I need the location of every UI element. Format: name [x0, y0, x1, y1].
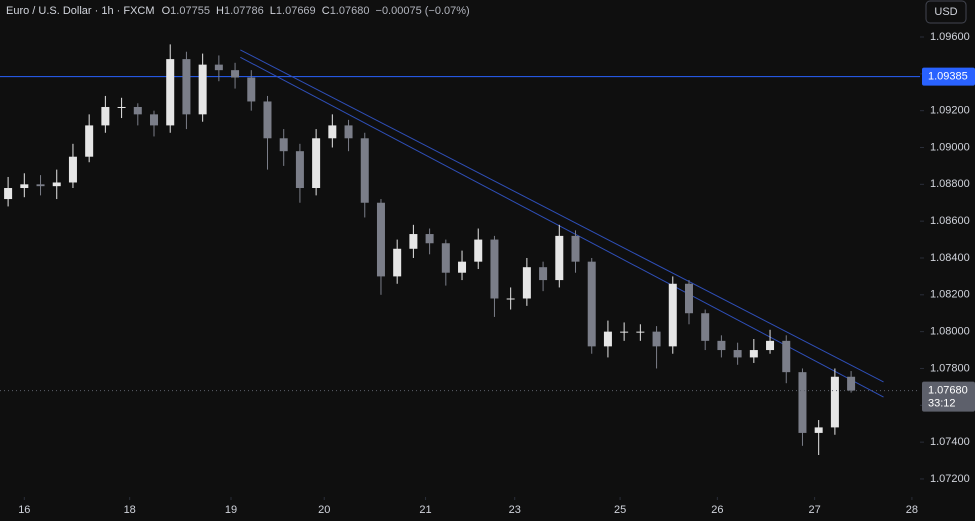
candle-body [247, 77, 256, 102]
trend-line [240, 56, 884, 398]
candle-body [166, 59, 175, 126]
candle-body [749, 350, 758, 358]
candle-body [360, 138, 369, 203]
candle-body [830, 376, 839, 428]
symbol: Euro / U.S. Dollar · 1h · FXCM [6, 5, 155, 17]
last-price-label: 1.07680 [928, 384, 968, 396]
candle-body [798, 372, 807, 433]
y-tick-label: 1.08400 [930, 252, 970, 264]
candle-body [36, 184, 45, 187]
candle-body [782, 340, 791, 373]
candle-body [4, 188, 13, 200]
countdown-label: 33:12 [928, 397, 956, 409]
candle-body [117, 106, 126, 108]
candle-body [522, 267, 531, 299]
candle-body [393, 248, 402, 277]
candle-body [279, 138, 288, 152]
candle-body [68, 156, 77, 183]
x-tick-label: 21 [419, 504, 431, 516]
candle-body [620, 331, 629, 333]
y-tick-label: 1.09200 [930, 105, 970, 117]
candle-body [571, 235, 580, 262]
x-tick-label: 20 [318, 504, 330, 516]
ohlc-letter: L [270, 5, 276, 17]
candle-body [198, 64, 207, 115]
y-tick-label: 1.08600 [930, 215, 970, 227]
candle-body [814, 427, 823, 433]
ohlc-letter: H [216, 5, 224, 17]
y-tick-label: 1.08000 [930, 326, 970, 338]
candle-body [328, 125, 337, 139]
candle-body [295, 151, 304, 189]
last-price-box [922, 381, 975, 412]
x-tick-label: 19 [225, 504, 237, 516]
candle-body [733, 350, 742, 358]
candle-body [425, 234, 434, 244]
y-tick-label: 1.08800 [930, 178, 970, 190]
x-tick-label: 27 [809, 504, 821, 516]
candle-body [539, 267, 548, 281]
ohlc-letter: O [162, 5, 171, 17]
candle-body [85, 125, 94, 157]
candle-body [701, 313, 710, 341]
y-tick-label: 1.08200 [930, 289, 970, 301]
x-tick-label: 16 [18, 504, 30, 516]
ohlc-value: 1.07755 [170, 5, 210, 17]
candle-body [506, 298, 515, 300]
candle-body [555, 235, 564, 281]
x-tick-label: 25 [614, 504, 626, 516]
ohlc-value: 1.07786 [224, 5, 264, 17]
candle-body [20, 184, 29, 189]
candle-body [441, 243, 450, 273]
candle-body [214, 64, 223, 71]
y-tick-label: 1.07800 [930, 362, 970, 374]
candle-body [490, 239, 499, 299]
candle-body [231, 70, 240, 78]
candle-body [52, 182, 61, 187]
candle-body [717, 340, 726, 351]
candle-body [587, 261, 596, 347]
candle-body [344, 125, 353, 139]
candle-body [150, 114, 159, 126]
candle-body [101, 106, 110, 126]
y-tick-label: 1.09000 [930, 141, 970, 153]
candle-body [766, 340, 775, 351]
candle-body [263, 101, 272, 139]
x-tick-label: 28 [906, 504, 918, 516]
candle-body [603, 331, 612, 347]
currency-button[interactable] [925, 0, 967, 24]
x-tick-label: 23 [509, 504, 521, 516]
candle-body [636, 331, 645, 333]
change: −0.00075 (−0.07%) [376, 5, 470, 17]
currency-label[interactable]: USD [934, 6, 957, 18]
candle-body [474, 239, 483, 262]
candle-body [458, 261, 467, 273]
chart-legend: Euro / U.S. Dollar · 1h · FXCM O1.07755 … [6, 5, 470, 17]
candle-body [376, 202, 385, 277]
candle-body [182, 59, 191, 115]
candle-body [684, 283, 693, 314]
price-label: 1.09385 [928, 71, 968, 83]
ohlc-letter: C [322, 5, 330, 17]
price-label-box [922, 67, 975, 86]
ohlc-value: 1.07680 [330, 5, 370, 17]
y-tick-label: 1.09600 [930, 31, 970, 43]
candle-body [409, 234, 418, 249]
ohlc-value: 1.07669 [276, 5, 316, 17]
candle-body [652, 331, 661, 347]
y-tick-label: 1.07200 [930, 473, 970, 485]
x-tick-label: 26 [711, 504, 723, 516]
candle-body [847, 376, 856, 391]
y-tick-label: 1.07400 [930, 436, 970, 448]
x-tick-label: 18 [124, 504, 136, 516]
candle-body [133, 106, 142, 115]
trend-line [240, 49, 884, 383]
candle-body [312, 138, 321, 189]
candle-body [668, 283, 677, 347]
